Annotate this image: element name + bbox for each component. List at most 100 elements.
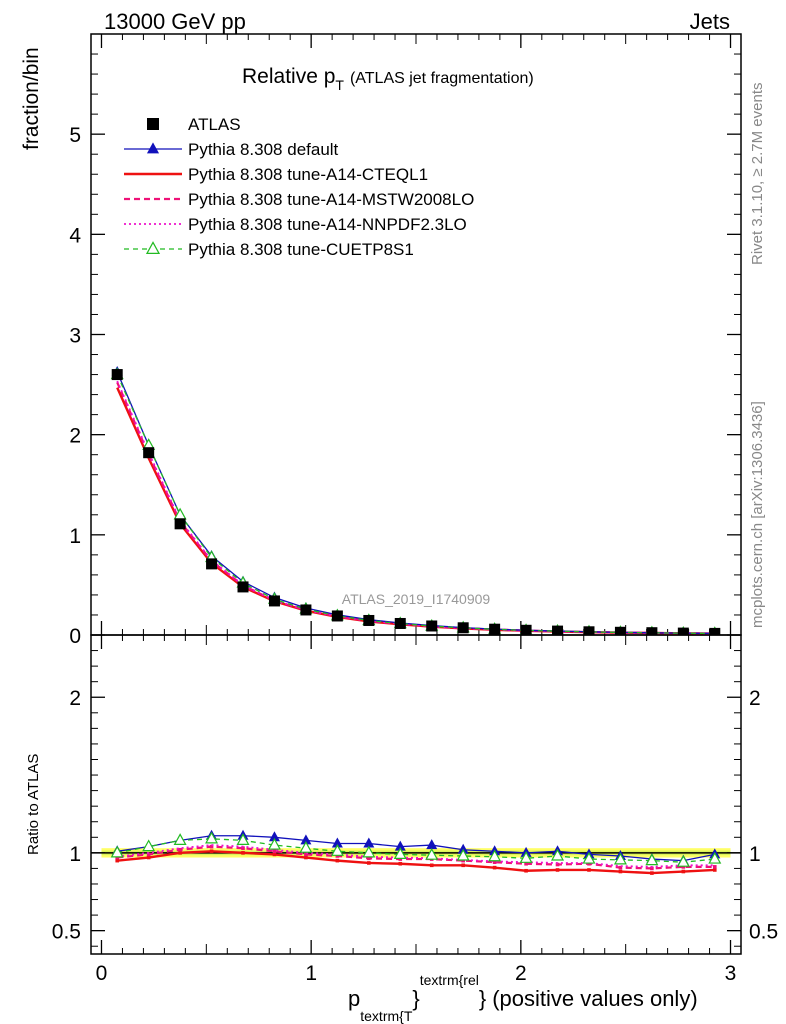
x-tick-label: 2 <box>515 962 527 985</box>
ratio-panel: 0.5 0.5 1 1 2 2 0 1 2 3 Ratio to ATLAS <box>25 634 778 985</box>
ratio-series-marker <box>178 847 182 852</box>
main-series-line <box>116 374 715 635</box>
main-y-tick-label: 5 <box>69 124 81 147</box>
ratio-series-marker <box>551 848 565 861</box>
ratio-series-line <box>117 838 715 863</box>
ratio-y-tick-label-right: 2 <box>749 687 761 710</box>
ratio-series-marker <box>587 868 591 872</box>
ratio-series-marker <box>676 854 690 867</box>
ratio-series-marker <box>241 851 245 855</box>
ratio-series-marker <box>492 865 497 870</box>
ratio-series-marker <box>492 860 497 864</box>
data-point <box>709 627 721 635</box>
ratio-series-marker <box>146 855 151 860</box>
ratio-y-tick-label: 1 <box>69 843 81 866</box>
ratio-series-marker <box>488 849 502 862</box>
legend-label: ATLAS <box>188 115 241 134</box>
ratio-series-marker <box>645 853 659 866</box>
data-point <box>143 447 155 459</box>
ratio-series-marker <box>304 855 308 860</box>
ratio-y-tick-label-right: 0.5 <box>749 921 778 944</box>
legend-label: Pythia 8.308 tune-A14-CTEQL1 <box>188 165 428 184</box>
main-y-tick-label: 2 <box>69 425 81 448</box>
ratio-series-line <box>117 835 715 862</box>
ratio-series-marker <box>299 840 313 853</box>
ratio-series-marker <box>304 852 308 857</box>
main-panel: 0 1 2 3 4 5 Relative pT (ATLAS jet fragmentati… <box>20 33 742 648</box>
ratio-series-marker <box>712 865 717 869</box>
data-point <box>206 558 218 570</box>
data-point <box>457 622 469 634</box>
ratio-series-marker <box>681 869 686 874</box>
data-point <box>174 518 186 530</box>
data-point <box>583 626 595 635</box>
ratio-series-marker <box>363 837 375 848</box>
x-tick-label: 0 <box>96 962 108 985</box>
ratio-series-marker <box>398 861 403 866</box>
ratio-series-marker <box>209 849 214 854</box>
legend-entry: Pythia 8.308 default <box>124 140 339 159</box>
rivet-label: Rivet 3.1.10, ≥ 2.7M events <box>749 83 766 266</box>
ratio-axis-ticks: 0.5 0.5 1 1 2 2 0 1 2 3 <box>52 634 778 985</box>
ratio-series-marker <box>618 865 623 870</box>
ratio-series-marker <box>708 851 722 864</box>
legend-entry: ATLAS <box>147 115 241 134</box>
ratio-series-marker <box>555 868 560 872</box>
legend-marker <box>145 241 161 254</box>
main-y-tick-label: 4 <box>69 224 81 247</box>
ratio-series-marker <box>272 849 277 854</box>
ratio-series-marker <box>209 844 214 849</box>
data-point <box>237 581 249 593</box>
main-axis-ticks: 0 1 2 3 4 5 <box>69 34 741 648</box>
x-axis-label: ptextrm{T}textrm{rel} (positive values on… <box>348 972 698 1024</box>
data-point <box>331 610 343 622</box>
ratio-ylabel: Ratio to ATLAS <box>25 754 42 855</box>
ratio-series-marker <box>335 854 340 858</box>
data-point <box>363 614 375 626</box>
legend: ATLAS Pythia 8.308 default Pythia 8.308 tu… <box>124 115 474 259</box>
ratio-series-marker <box>555 862 560 867</box>
ratio-y-tick-label-right: 1 <box>749 843 761 866</box>
ratio-series-marker <box>426 839 438 850</box>
ratio-series-marker <box>461 858 465 863</box>
ratio-series-line <box>117 845 715 870</box>
data-point <box>268 595 280 607</box>
ratio-series-marker <box>393 847 407 860</box>
ratio-series-marker <box>429 863 434 868</box>
main-ylabel: fraction/bin <box>20 47 43 150</box>
ratio-series-marker <box>650 866 654 871</box>
legend-label: Pythia 8.308 tune-CUETP8S1 <box>188 240 414 259</box>
ratio-series-marker <box>613 852 627 865</box>
ratio-series-marker <box>267 837 281 850</box>
ratio-y-tick-label: 2 <box>69 687 81 710</box>
ratio-series-marker <box>110 845 124 858</box>
main-y-tick-label: 1 <box>69 525 81 548</box>
ratio-series-marker <box>524 861 528 866</box>
ratio-series-marker <box>241 846 245 850</box>
x-tick-label: 3 <box>725 962 737 985</box>
x-tick-label: 1 <box>305 962 317 985</box>
data-point <box>677 627 689 635</box>
ratio-series-line <box>117 850 715 875</box>
legend-entry: Pythia 8.308 tune-A14-CTEQL1 <box>124 165 428 184</box>
ratio-series-marker <box>205 831 219 844</box>
data-point <box>520 624 532 635</box>
data-point <box>614 626 626 635</box>
legend-entry: Pythia 8.308 tune-A14-MSTW2008LO <box>124 190 474 209</box>
data-point <box>426 620 438 632</box>
ratio-series-marker <box>335 858 340 863</box>
ratio-series <box>110 829 722 875</box>
ratio-series-marker <box>650 871 654 875</box>
legend-entry: Pythia 8.308 tune-CUETP8S1 <box>124 240 414 259</box>
ratio-series-marker <box>268 831 280 842</box>
ratio-series-marker <box>367 861 371 865</box>
ratio-series-marker <box>142 839 156 852</box>
data-point <box>489 623 501 635</box>
data-point <box>552 625 564 635</box>
ratio-y-tick-label: 0.5 <box>52 921 81 944</box>
chart-title: Relative pT (ATLAS jet fragmentation) <box>242 65 534 93</box>
ratio-series-marker <box>712 868 717 872</box>
legend-entry: Pythia 8.308 tune-A14-NNPDF2.3LO <box>124 215 467 234</box>
ratio-series-marker <box>367 856 371 861</box>
